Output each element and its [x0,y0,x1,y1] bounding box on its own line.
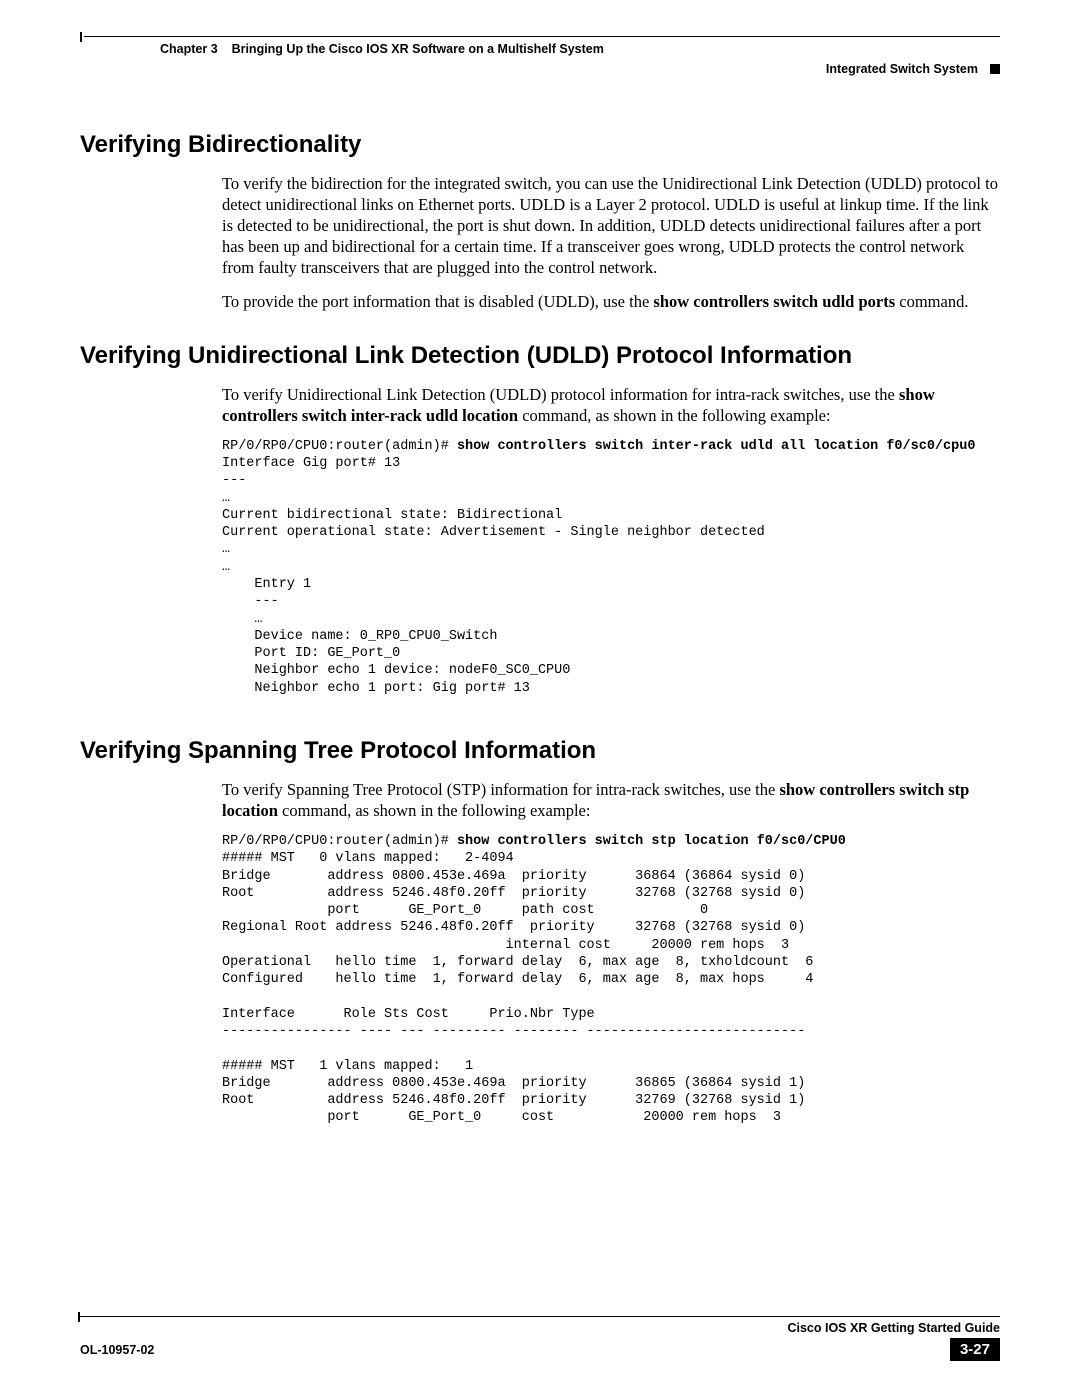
s2-para1-pre: To verify Unidirectional Link Detection … [222,385,899,404]
s3-code: RP/0/RP0/CPU0:router(admin)# show contro… [222,833,1000,1127]
s1-para1: To verify the bidirection for the integr… [222,173,1000,279]
footer-guide-title: Cisco IOS XR Getting Started Guide [80,1321,1000,1335]
s3-code-prompt: RP/0/RP0/CPU0:router(admin)# [222,834,457,849]
heading-verifying-stp: Verifying Spanning Tree Protocol Informa… [80,737,1000,765]
s2-code-body: Interface Gig port# 13 --- … Current bid… [222,456,765,695]
s2-code: RP/0/RP0/CPU0:router(admin)# show contro… [222,438,1000,697]
s1-para2-bold: show controllers switch udld ports [653,292,895,311]
s1-para2: To provide the port information that is … [222,291,1000,312]
s1-para2-post: command. [895,292,968,311]
s2-code-cmd: show controllers switch inter-rack udld … [457,439,975,454]
chapter-label: Chapter 3 [160,42,218,56]
s3-code-cmd: show controllers switch stp location f0/… [457,834,846,849]
s3-para1: To verify Spanning Tree Protocol (STP) i… [222,779,1000,821]
header-rule [84,36,1000,38]
heading-verifying-udld: Verifying Unidirectional Link Detection … [80,342,1000,370]
s3-code-body: ##### MST 0 vlans mapped: 2-4094 Bridge … [222,851,813,1125]
header-marker-icon [990,64,1000,74]
section-line: Integrated Switch System [80,62,1000,76]
s2-code-prompt: RP/0/RP0/CPU0:router(admin)# [222,439,457,454]
footer-doc-id: OL-10957-02 [80,1343,154,1357]
s1-para2-pre: To provide the port information that is … [222,292,653,311]
section-title: Integrated Switch System [826,62,978,76]
heading-verifying-bidirectionality: Verifying Bidirectionality [80,131,1000,159]
s3-para1-pre: To verify Spanning Tree Protocol (STP) i… [222,780,779,799]
s2-para1: To verify Unidirectional Link Detection … [222,384,1000,426]
chapter-line: Chapter 3 Bringing Up the Cisco IOS XR S… [160,42,1000,56]
page-container: Chapter 3 Bringing Up the Cisco IOS XR S… [0,0,1080,1397]
footer-rule [80,1316,1000,1318]
s3-para1-post: command, as shown in the following examp… [278,801,591,820]
chapter-title: Bringing Up the Cisco IOS XR Software on… [232,42,604,56]
page-number-badge: 3-27 [950,1338,1000,1361]
footer: Cisco IOS XR Getting Started Guide OL-10… [80,1316,1000,1361]
s2-para1-post: command, as shown in the following examp… [518,406,831,425]
